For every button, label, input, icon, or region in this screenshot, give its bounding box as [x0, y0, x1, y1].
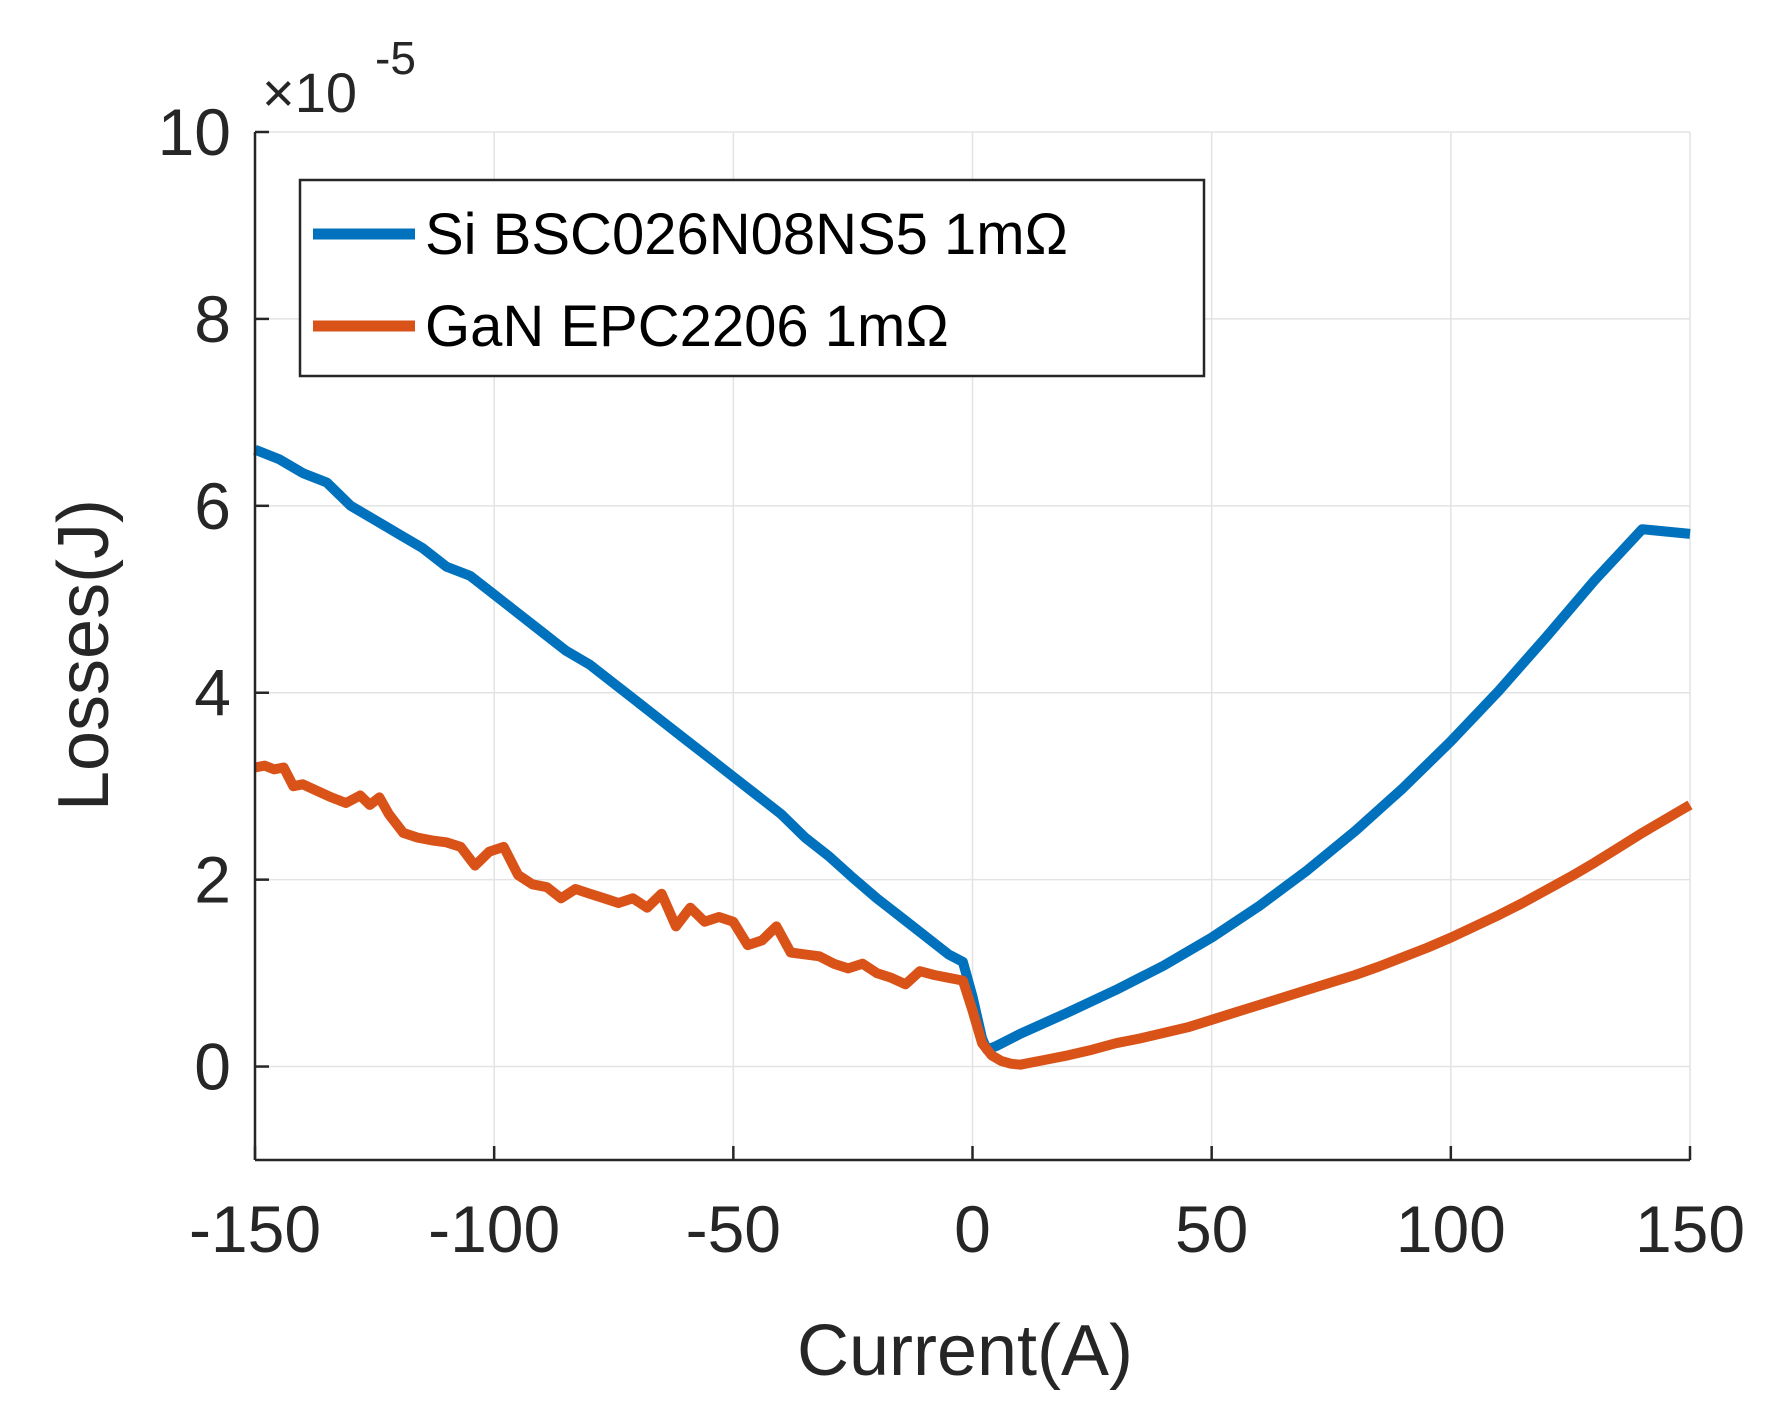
axes	[253, 130, 1692, 1162]
y-tick-label: 6	[194, 469, 231, 543]
legend-label-si: Si BSC026N08NS5 1mΩ	[425, 202, 1068, 267]
legend: Si BSC026N08NS5 1mΩ GaN EPC2206 1mΩ	[298, 178, 1206, 378]
x-tick-label: 0	[954, 1192, 991, 1266]
y-tick-label: 10	[158, 95, 231, 169]
x-axis-label: Current(A)	[797, 1311, 1133, 1391]
series-line-1	[254, 760, 1693, 1070]
y-tick-label: 0	[194, 1030, 231, 1104]
y-axis-label: Losses(J)	[44, 499, 124, 811]
tick-labels: -150 -100 -50 0 50 100 150 0 2 4 6 8 10	[158, 95, 1745, 1266]
series-layer	[253, 445, 1693, 1070]
y-tick-label: 4	[194, 656, 231, 730]
x-tick-label: -100	[428, 1192, 560, 1266]
x-tick-label: -50	[686, 1192, 781, 1266]
x-tick-label: 50	[1175, 1192, 1248, 1266]
y-exponent-power: -5	[375, 32, 416, 84]
legend-label-gan: GaN EPC2206 1mΩ	[425, 294, 949, 359]
legend-box	[298, 178, 1206, 378]
series-line-0	[253, 445, 1691, 1055]
y-tick-label: 2	[194, 843, 231, 917]
x-tick-label: -150	[189, 1192, 321, 1266]
x-tick-label: 150	[1635, 1192, 1745, 1266]
x-tick-label: 100	[1396, 1192, 1506, 1266]
y-exponent-label: ×10	[262, 61, 357, 124]
y-tick-label: 8	[194, 282, 231, 356]
